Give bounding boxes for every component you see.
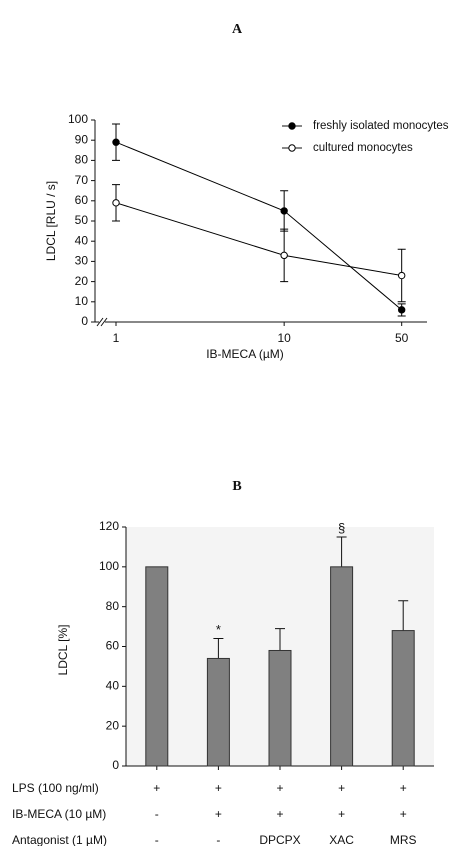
bar <box>391 630 415 767</box>
bar-annotation: * <box>216 622 221 637</box>
y-tick-label: 120 <box>99 519 119 533</box>
error-bar <box>398 600 409 631</box>
row-cell: - <box>155 833 159 846</box>
error-bar <box>213 638 224 659</box>
bar-annotation: § <box>338 520 345 535</box>
data-point <box>397 306 406 314</box>
data-point <box>112 199 120 207</box>
x-tick-label: 50 <box>395 331 409 345</box>
data-point <box>280 251 288 260</box>
row-cell: + <box>276 807 283 821</box>
bar <box>206 657 230 767</box>
row-label: IB-MECA (10 µM) <box>12 807 106 821</box>
error-bar <box>275 628 285 651</box>
x-tick-label: 1 <box>113 331 120 345</box>
data-point <box>280 207 288 215</box>
row-cell: - <box>216 833 220 846</box>
y-tick-label: 10 <box>75 294 89 308</box>
y-tick-label: 20 <box>75 274 89 288</box>
legend-marker <box>288 144 296 152</box>
bar <box>145 566 169 767</box>
row-cell: + <box>215 807 222 821</box>
row-label: LPS (100 ng/ml) <box>12 781 99 795</box>
legend-label: freshly isolated monocytes <box>313 120 449 132</box>
y-tick-label: 40 <box>106 679 120 693</box>
y-tick-label: 0 <box>81 314 88 328</box>
row-cell: + <box>400 781 407 795</box>
row-label: Antagonist (1 µM) <box>12 833 107 846</box>
axis-break <box>96 317 108 327</box>
legend-marker <box>288 122 296 130</box>
y-axis-label: LDCL [%] <box>56 625 70 676</box>
series-line <box>115 141 403 311</box>
bar <box>330 566 354 767</box>
y-tick-label: 20 <box>106 718 120 732</box>
row-cell: + <box>400 807 407 821</box>
y-tick-label: 80 <box>106 599 120 613</box>
row-cell: DPCPX <box>259 833 300 846</box>
legend-label: cultured monocytes <box>313 142 413 154</box>
row-cell: XAC <box>329 833 354 846</box>
y-tick-label: 0 <box>112 758 119 772</box>
y-tick-label: 40 <box>75 233 89 247</box>
data-point <box>397 271 406 280</box>
row-cell: + <box>153 781 160 795</box>
y-tick-label: 30 <box>75 254 89 268</box>
row-cell: - <box>155 807 159 821</box>
y-tick-label: 60 <box>106 639 120 653</box>
y-tick-label: 70 <box>75 173 89 187</box>
row-cell: MRS <box>390 833 417 846</box>
series-line <box>115 202 402 277</box>
data-point <box>112 138 120 146</box>
panel-title: A <box>232 22 243 37</box>
y-tick-label: 100 <box>68 112 88 126</box>
row-cell: + <box>338 781 345 795</box>
y-tick-label: 50 <box>75 213 89 227</box>
y-tick-label: 80 <box>75 153 89 167</box>
y-tick-label: 60 <box>75 193 89 207</box>
x-tick-label: 10 <box>277 331 291 345</box>
row-cell: + <box>215 781 222 795</box>
y-axis-label: LDCL [RLU / s] <box>44 181 58 261</box>
y-tick-label: 100 <box>99 559 119 573</box>
bar <box>268 649 292 767</box>
panel-title: B <box>232 479 241 494</box>
y-tick-label: 90 <box>75 132 89 146</box>
row-cell: + <box>338 807 345 821</box>
error-bar <box>336 536 347 567</box>
row-cell: + <box>276 781 283 795</box>
x-axis-label: IB-MECA (µM) <box>206 347 284 361</box>
